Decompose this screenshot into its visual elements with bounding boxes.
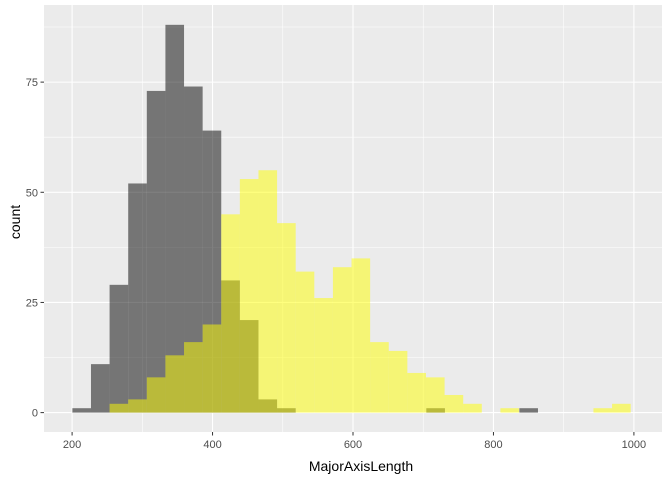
histogram-bar bbox=[519, 408, 538, 413]
histogram-bar bbox=[146, 377, 166, 413]
x-tick-label: 600 bbox=[344, 439, 362, 451]
axis-tick-labels: 200 400 600 800 1000 0 25 50 75 bbox=[26, 77, 646, 451]
histogram-bar bbox=[612, 403, 631, 413]
y-tick-label: 0 bbox=[32, 408, 38, 420]
histogram-bar bbox=[314, 298, 333, 413]
x-tick-label: 200 bbox=[63, 439, 81, 451]
histogram-bar bbox=[258, 170, 278, 413]
y-axis-title: count bbox=[7, 205, 23, 239]
histogram-series bbox=[109, 170, 631, 413]
histogram-bar bbox=[128, 183, 147, 413]
x-tick-label: 400 bbox=[203, 439, 221, 451]
histogram-bar bbox=[388, 350, 408, 413]
histogram-bar bbox=[239, 179, 259, 413]
histogram-bar bbox=[444, 394, 464, 413]
histogram-bar bbox=[370, 342, 389, 413]
x-tick-label: 800 bbox=[484, 439, 502, 451]
histogram-bar bbox=[277, 223, 296, 413]
histogram-bar bbox=[463, 403, 482, 413]
histogram-bar bbox=[425, 377, 445, 413]
histogram-bar bbox=[500, 408, 520, 413]
histogram-bar bbox=[407, 372, 426, 413]
y-tick-label: 25 bbox=[26, 297, 38, 309]
histogram-bar bbox=[593, 408, 613, 413]
histogram-bar bbox=[351, 258, 371, 413]
histogram-bar bbox=[109, 403, 129, 413]
histogram-bar bbox=[332, 267, 352, 413]
histogram-bar bbox=[146, 90, 166, 413]
histogram-bar bbox=[72, 408, 91, 413]
histogram-bar bbox=[295, 271, 315, 413]
histogram-bar bbox=[165, 24, 185, 413]
histogram-bar bbox=[184, 86, 203, 413]
histogram-bar bbox=[221, 214, 240, 413]
x-axis-title: MajorAxisLength bbox=[309, 458, 413, 474]
histogram-bar bbox=[128, 399, 147, 413]
histogram-bar bbox=[184, 342, 203, 413]
histogram-bar bbox=[90, 364, 110, 413]
axis-ticks bbox=[40, 81, 635, 436]
histogram-bar bbox=[165, 355, 185, 413]
y-tick-label: 50 bbox=[26, 187, 38, 199]
x-tick-label: 1000 bbox=[622, 439, 646, 451]
histogram-series bbox=[72, 24, 538, 413]
y-tick-label: 75 bbox=[26, 77, 38, 89]
histogram-bar bbox=[109, 284, 129, 413]
histogram-bar bbox=[202, 324, 222, 413]
histogram-bars bbox=[72, 24, 631, 413]
